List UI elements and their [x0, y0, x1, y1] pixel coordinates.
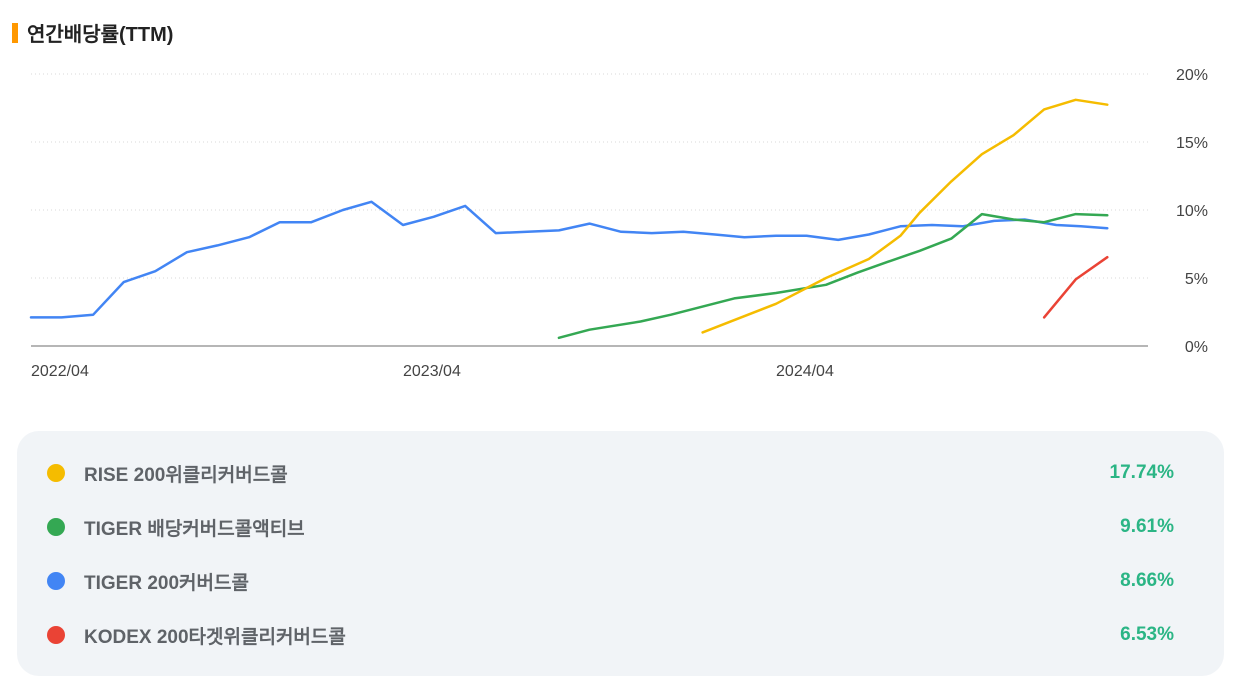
- legend-series-value: 17.74%: [1109, 462, 1174, 483]
- y-tick-label: 10%: [1176, 203, 1208, 220]
- series-line-3: [1042, 255, 1109, 319]
- y-tick-label: 5%: [1185, 271, 1208, 288]
- dividend-yield-line-chart: 0% 5% 10% 15% 20% 2022/04 2023/04 2024/04: [29, 67, 1208, 380]
- legend-dot-blue: [47, 572, 65, 590]
- legend-dot-red: [47, 626, 65, 644]
- legend-series-value: 9.61%: [1120, 516, 1174, 537]
- chart-title: 연간배당률(TTM): [27, 24, 174, 46]
- y-tick-label: 15%: [1176, 135, 1208, 152]
- legend-item-tiger-active[interactable]: TIGER 배당커버드콜액티브 9.61%: [47, 512, 1174, 542]
- legend-series-name: TIGER 200커버드콜: [84, 572, 249, 594]
- chart-header: 연간배당률(TTM): [12, 18, 173, 47]
- legend-series-name: KODEX 200타겟위클리커버드콜: [84, 626, 346, 648]
- legend-item-tiger-200[interactable]: TIGER 200커버드콜 8.66%: [47, 566, 1174, 596]
- legend-series-name: TIGER 배당커버드콜액티브: [84, 518, 305, 540]
- legend-dot-yellow: [47, 464, 65, 482]
- y-tick-label: 20%: [1176, 67, 1208, 84]
- title-accent-bar: [12, 22, 18, 43]
- legend-series-name: RISE 200위클리커버드콜: [84, 464, 288, 486]
- legend-item-rise[interactable]: RISE 200위클리커버드콜 17.74%: [47, 458, 1174, 488]
- series-line-0: [701, 98, 1109, 334]
- y-tick-label: 0%: [1185, 339, 1208, 356]
- series-line-1: [557, 212, 1109, 340]
- x-tick-label: 2024/04: [776, 363, 834, 380]
- legend-panel: RISE 200위클리커버드콜 17.74% TIGER 배당커버드콜액티브 9…: [17, 431, 1224, 676]
- x-tick-label: 2023/04: [403, 363, 461, 380]
- legend-series-value: 8.66%: [1120, 570, 1174, 591]
- legend-item-kodex[interactable]: KODEX 200타겟위클리커버드콜 6.53%: [47, 620, 1174, 650]
- legend-series-value: 6.53%: [1120, 624, 1174, 645]
- legend-dot-green: [47, 518, 65, 536]
- x-tick-label: 2022/04: [31, 363, 89, 380]
- series-line-2: [29, 200, 1109, 319]
